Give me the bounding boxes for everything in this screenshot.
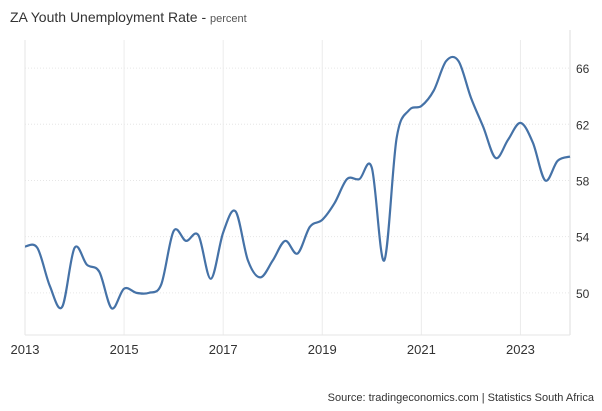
source-note: Source: tradingeconomics.com | Statistic… [327, 392, 594, 404]
y-tick-label: 54 [576, 231, 590, 245]
y-tick-label: 62 [576, 118, 590, 132]
series-line [24, 55, 571, 310]
x-tick-label: 2021 [407, 342, 436, 357]
x-tick-label: 2023 [506, 342, 535, 357]
chart-subtitle: percent [210, 13, 247, 25]
chart-title-text: ZA Youth Unemployment Rate [10, 9, 198, 25]
x-tick-label: 2013 [11, 342, 40, 357]
y-tick-label: 50 [576, 287, 590, 301]
chart-title: ZA Youth Unemployment Rate - percent [10, 9, 247, 25]
y-tick-label: 58 [576, 174, 590, 188]
y-tick-label: 66 [576, 62, 590, 76]
x-tick-label: 2015 [110, 342, 139, 357]
x-tick-label: 2017 [209, 342, 238, 357]
x-tick-label: 2019 [308, 342, 337, 357]
